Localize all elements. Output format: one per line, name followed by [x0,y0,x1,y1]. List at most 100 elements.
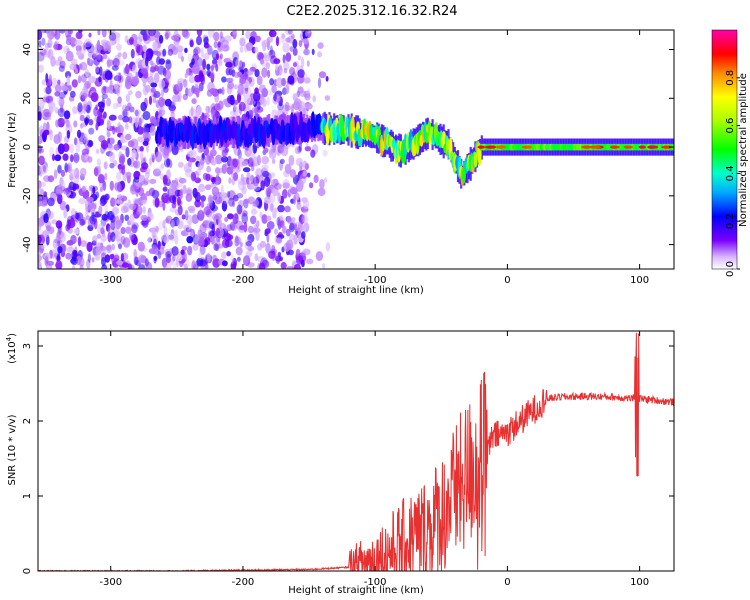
heatmap-cell [623,145,633,149]
heatmap-cell [261,259,270,269]
heatmap-cell [96,158,102,167]
heatmap-cell [95,148,100,154]
heatmap-cell [153,72,160,84]
heatmap-cell [38,261,42,269]
heatmap-cell [122,237,131,248]
heatmap-y-tick-label: 20 [22,92,33,105]
heatmap-cell [150,82,158,88]
heatmap-cell [71,265,76,269]
heatmap-cell [38,64,44,73]
heatmap-cell [238,60,244,71]
heatmap-cell [103,111,107,119]
heatmap-cell [302,160,308,169]
svg-text:(x104): (x104) [5,333,18,364]
heatmap-cell [179,177,187,184]
heatmap-cell [129,203,137,210]
heatmap-cell [256,220,260,228]
heatmap-cell [149,116,156,124]
heatmap-cell [154,197,160,208]
heatmap-cell [307,172,311,178]
heatmap-cell [177,220,184,230]
heatmap-cell [114,126,122,134]
heatmap-cell [42,95,49,103]
heatmap-cell [136,205,143,216]
snr-y-multiplier: (x104) [5,333,18,364]
heatmap-cell [247,245,255,252]
heatmap-cell [192,63,200,75]
heatmap-cell [235,246,243,256]
snr-panel: -300 -200 -100 0 100 0 1 2 3 Height of straight… [5,330,675,596]
heatmap-cell [106,59,115,66]
heatmap-cell [164,218,170,224]
heatmap-cell [210,235,215,245]
heatmap-cell [187,53,193,63]
heatmap-cell [135,71,139,78]
heatmap-cell [178,161,184,168]
heatmap-cell [158,79,166,90]
heatmap-cell [70,154,74,163]
heatmap-cell [220,184,224,195]
heatmap-cell [282,182,290,189]
heatmap-cell [195,155,200,162]
heatmap-cell [200,195,206,202]
heatmap-cell [319,179,325,189]
heatmap-cell [88,32,92,38]
heatmap-cell [197,210,205,221]
heatmap-cell [100,56,104,63]
heatmap-cell [86,241,93,252]
heatmap-cell [194,177,201,184]
heatmap-cell [270,203,274,213]
heatmap-cell [133,170,141,180]
heatmap-cell [188,149,197,158]
heatmap-cell [257,243,263,251]
colorbar-tick-label: 0.2 [725,213,736,229]
heatmap-cell [254,46,259,53]
heatmap-y-tick-label: -20 [22,188,33,204]
heatmap-cell [206,253,211,263]
heatmap-cell [244,146,253,157]
heatmap-cell [181,55,184,63]
heatmap-cell [282,54,286,64]
heatmap-cell [287,75,295,85]
heatmap-cell [186,88,194,97]
heatmap-cell [131,149,137,160]
heatmap-x-label: Height of straight line (km) [288,285,424,296]
heatmap-cell [638,145,646,149]
heatmap-cell [210,70,215,81]
heatmap-cell [138,254,145,264]
heatmap-cell [64,71,72,79]
heatmap-cell [139,150,144,162]
heatmap-cell [275,36,280,47]
heatmap-cell [215,175,219,186]
heatmap-cell [66,246,75,253]
heatmap-cell [124,35,129,43]
heatmap-cell [54,238,62,244]
heatmap-cell [58,97,65,107]
heatmap-cell [127,263,133,269]
heatmap-cell [43,129,50,136]
heatmap-cell [120,227,126,235]
heatmap-cell [162,220,166,229]
heatmap-cell [141,199,147,205]
heatmap-cell [183,263,188,269]
heatmap-cell [56,254,61,262]
heatmap-cell [242,86,246,97]
heatmap-cell [45,234,50,246]
heatmap-cell [289,186,298,195]
heatmap-cell [260,180,266,191]
heatmap-cell [53,134,61,145]
heatmap-cell [107,231,112,243]
heatmap-cell [221,251,227,259]
heatmap-cell [43,108,50,117]
heatmap-cell [117,59,125,66]
heatmap-cell [122,116,130,123]
heatmap-cell [162,67,167,77]
heatmap-cell [80,94,86,102]
heatmap-cell [55,260,62,269]
heatmap-cell [129,183,137,195]
heatmap-cell [181,30,189,38]
heatmap-cell [43,48,51,58]
heatmap-cell [216,167,220,176]
heatmap-cell [158,34,164,44]
heatmap-cell [142,131,149,139]
